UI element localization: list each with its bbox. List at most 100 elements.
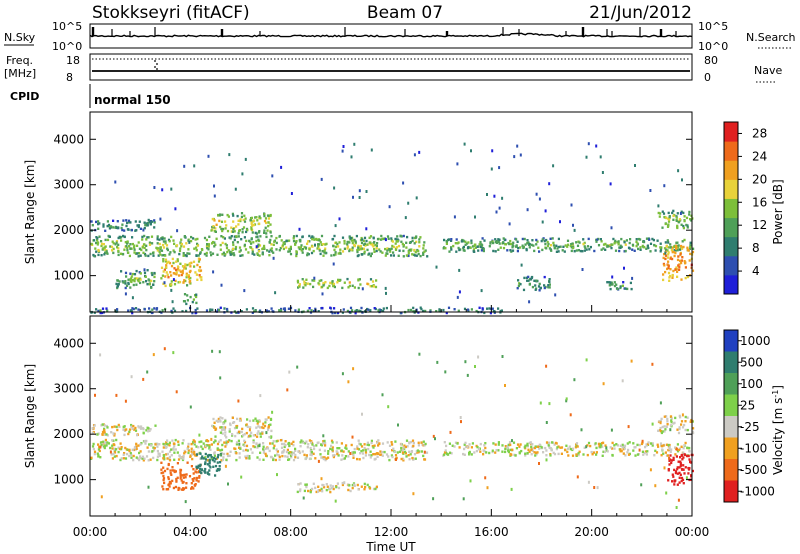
echo-cell <box>518 282 521 285</box>
echo-cell <box>232 247 235 250</box>
echo-cell <box>363 488 366 491</box>
echo-cell <box>256 420 260 423</box>
echo-cell <box>179 473 182 476</box>
echo-cell <box>97 454 100 457</box>
echo-cell <box>359 244 362 248</box>
echo-cell <box>250 237 253 240</box>
echo-cell <box>116 285 119 288</box>
echo-cell <box>237 235 240 238</box>
echo-cell <box>212 270 215 274</box>
power-y-tick-label: 2000 <box>53 223 84 237</box>
echo-cell <box>321 456 324 459</box>
echo-cell <box>320 243 323 246</box>
echo-cell <box>245 239 248 243</box>
echo-cell <box>379 450 382 453</box>
echo-cell <box>453 445 456 448</box>
echo-cell <box>196 307 199 310</box>
echo-cell <box>346 247 349 250</box>
echo-cell <box>324 251 327 255</box>
echo-cell <box>488 307 491 310</box>
echo-cell <box>376 237 380 241</box>
echo-cell <box>95 433 98 436</box>
echo-cell <box>553 247 556 250</box>
echo-cell <box>380 238 383 241</box>
echo-cell <box>600 444 603 447</box>
echo-cell <box>659 421 662 425</box>
echo-cell <box>650 442 653 445</box>
echo-cell <box>268 435 271 439</box>
echo-cell <box>395 246 399 249</box>
echo-cell <box>584 246 587 249</box>
echo-cell <box>382 307 385 310</box>
echo-cell <box>199 251 202 254</box>
echo-cell <box>181 458 185 462</box>
echo-cell <box>537 246 540 249</box>
echo-cell <box>216 461 219 464</box>
echo-cell <box>647 441 650 444</box>
echo-cell <box>646 450 649 453</box>
echo-cell <box>233 238 236 242</box>
echo-cell <box>195 246 198 249</box>
echo-cell <box>484 476 487 480</box>
echo-cell <box>204 444 207 448</box>
echo-cell <box>118 425 121 428</box>
echo-cell <box>574 446 577 449</box>
echo-cell <box>341 236 345 239</box>
echo-cell <box>676 466 679 469</box>
echo-cell <box>152 254 155 257</box>
echo-cell <box>178 280 182 284</box>
echo-cell <box>544 446 547 450</box>
echo-cell <box>142 228 145 232</box>
power-colorbar-frame <box>723 121 739 295</box>
echo-cell <box>134 426 137 430</box>
echo-cell <box>683 219 686 223</box>
echo-cell <box>251 248 254 251</box>
echo-cell <box>690 219 693 222</box>
echo-cell <box>317 459 320 463</box>
echo-cell <box>450 452 453 455</box>
echo-cell <box>457 246 460 250</box>
echo-cell <box>117 283 120 286</box>
echo-cell <box>161 237 164 241</box>
echo-cell <box>586 444 589 447</box>
echo-cell <box>358 278 361 281</box>
echo-cell <box>623 241 626 244</box>
echo-cell <box>482 453 485 456</box>
echo-cell <box>341 149 344 153</box>
echo-cell <box>683 238 686 242</box>
nave-tick-top: 80 <box>704 54 718 67</box>
echo-cell <box>153 280 156 283</box>
echo-cell <box>307 240 310 243</box>
echo-cell <box>524 243 527 246</box>
echo-cell <box>183 452 186 455</box>
echo-cell <box>494 238 497 241</box>
echo-cell <box>226 452 229 456</box>
echo-cell <box>364 244 367 247</box>
echo-cell <box>176 259 179 263</box>
scatter-cells <box>114 142 683 304</box>
echo-cell <box>156 247 159 250</box>
echo-cell <box>204 461 207 464</box>
echo-cell <box>681 426 685 429</box>
echo-cell <box>317 282 320 285</box>
echo-cell <box>470 241 473 245</box>
echo-cell <box>548 278 551 281</box>
echo-cell <box>489 241 492 244</box>
echo-cell <box>117 243 120 246</box>
echo-cell <box>182 281 185 284</box>
echo-cell <box>528 441 531 445</box>
echo-cell <box>442 308 445 312</box>
echo-cell <box>173 309 177 313</box>
echo-cell <box>208 461 211 465</box>
echo-cell <box>337 486 341 490</box>
echo-cell <box>538 462 540 465</box>
echo-cell <box>445 239 448 243</box>
echo-cell <box>333 285 336 289</box>
echo-cell <box>176 462 179 465</box>
echo-cell <box>550 244 553 247</box>
echo-cell <box>319 252 322 256</box>
echo-cell <box>162 488 165 491</box>
power-colorbar-swatch <box>724 217 738 238</box>
echo-cell <box>228 153 231 157</box>
echo-cell <box>181 269 184 272</box>
